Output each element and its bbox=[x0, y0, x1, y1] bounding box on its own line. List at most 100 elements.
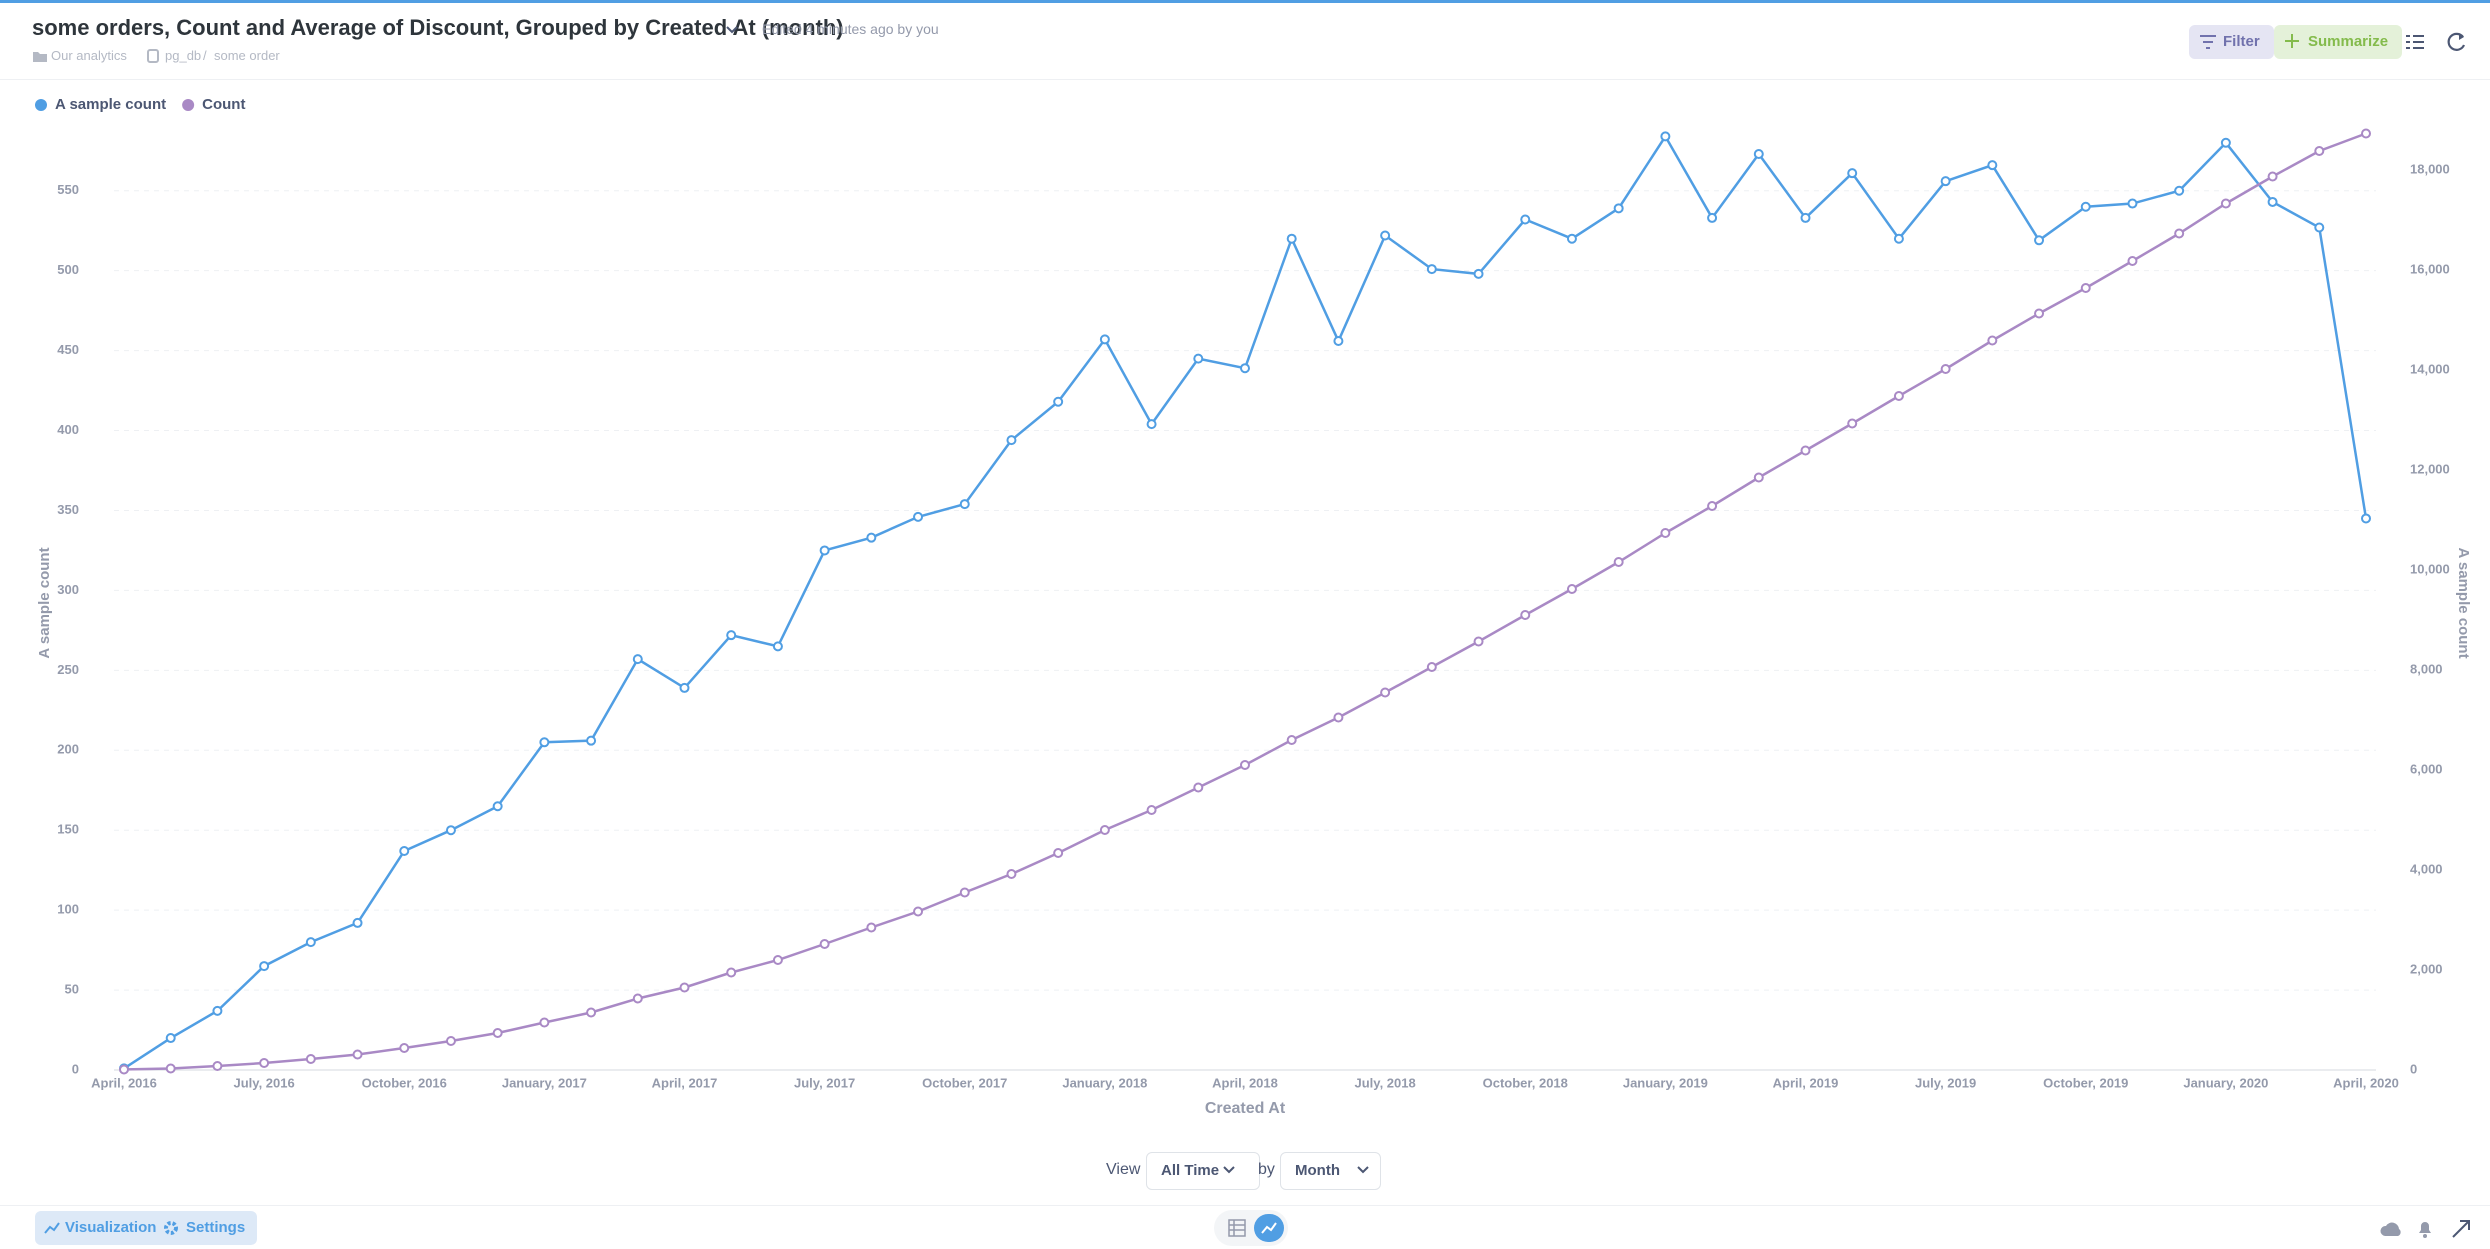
data-point bbox=[1707, 212, 1718, 223]
data-point bbox=[1940, 176, 1951, 187]
data-point bbox=[2080, 283, 2091, 293]
data-point bbox=[1800, 212, 1811, 223]
data-point bbox=[1753, 472, 1764, 483]
db-icon bbox=[147, 49, 159, 63]
breadcrumb[interactable]: some order bbox=[214, 48, 280, 63]
y-tick-label: 450 bbox=[57, 342, 79, 357]
data-point bbox=[2267, 196, 2278, 207]
data-point bbox=[1146, 805, 1157, 815]
range-select[interactable]: All Time bbox=[1146, 1152, 1261, 1190]
data-point bbox=[1099, 334, 1110, 345]
legend-dot bbox=[35, 99, 47, 111]
breadcrumb[interactable]: Our analytics bbox=[51, 48, 127, 63]
data-point bbox=[1987, 160, 1998, 171]
y2-tick-label: 10,000 bbox=[2410, 561, 2450, 576]
data-point bbox=[259, 961, 270, 972]
data-point bbox=[1333, 336, 1344, 347]
data-point bbox=[819, 545, 830, 556]
x-tick-label: January, 2020 bbox=[2183, 1075, 2268, 1090]
summarize-button[interactable]: Summarize bbox=[2274, 25, 2403, 59]
data-point bbox=[1286, 233, 1297, 244]
y-tick-label: 250 bbox=[57, 662, 79, 677]
y2-tick-label: 12,000 bbox=[2410, 461, 2450, 476]
y-tick-label: 550 bbox=[57, 182, 79, 197]
data-point bbox=[2314, 222, 2325, 233]
data-point bbox=[165, 1033, 176, 1044]
data-point bbox=[2361, 513, 2371, 524]
visualization-button[interactable]: Visualization bbox=[35, 1211, 169, 1245]
x-tick-label: July, 2019 bbox=[1915, 1075, 1976, 1090]
x-tick-label: January, 2017 bbox=[502, 1075, 587, 1090]
y2-tick-label: 8,000 bbox=[2410, 661, 2443, 676]
data-point bbox=[632, 654, 643, 665]
refresh-icon[interactable] bbox=[2447, 32, 2467, 52]
x-tick-label: January, 2019 bbox=[1623, 1075, 1708, 1090]
title-chevron[interactable] bbox=[725, 23, 739, 37]
data-point bbox=[679, 982, 690, 993]
data-point bbox=[1893, 233, 1904, 244]
data-point bbox=[959, 499, 970, 510]
breadcrumb-separator: / bbox=[203, 48, 207, 63]
x-tick-label: April, 2019 bbox=[1773, 1075, 1839, 1090]
expand-icon[interactable] bbox=[2452, 1220, 2470, 1238]
unit-select[interactable]: Month bbox=[1280, 1152, 1381, 1190]
data-point bbox=[1987, 335, 1998, 346]
data-point bbox=[1520, 214, 1531, 225]
data-point bbox=[2127, 198, 2138, 209]
title[interactable]: some orders, Count and Average of Discou… bbox=[32, 15, 844, 40]
data-point bbox=[1847, 168, 1858, 179]
settings-button[interactable]: Settings bbox=[156, 1211, 258, 1245]
y-axis-label: A sample count bbox=[36, 547, 53, 658]
data-point bbox=[1893, 391, 1904, 401]
alert-icon[interactable] bbox=[2417, 1220, 2433, 1238]
data-point bbox=[165, 1063, 176, 1074]
data-point bbox=[1426, 662, 1437, 672]
data-point bbox=[212, 1005, 223, 1016]
data-point bbox=[2034, 235, 2045, 246]
y2-axis-label: A sample count bbox=[2455, 547, 2472, 658]
data-point bbox=[1940, 364, 1951, 374]
x-tick-label: January, 2018 bbox=[1062, 1075, 1147, 1090]
plus-icon bbox=[2285, 34, 2299, 48]
data-point bbox=[1800, 445, 1811, 456]
data-point bbox=[1193, 782, 1204, 793]
legend-entry[interactable]: A sample count bbox=[55, 96, 166, 113]
data-point bbox=[399, 845, 410, 856]
data-point bbox=[1333, 712, 1344, 723]
x-tick-label: April, 2020 bbox=[2333, 1075, 2399, 1090]
data-point bbox=[1053, 396, 1064, 407]
download-icon[interactable] bbox=[2380, 1221, 2402, 1237]
data-point bbox=[539, 737, 550, 748]
table-toggle[interactable] bbox=[1228, 1219, 1246, 1237]
filter-icon bbox=[2200, 35, 2216, 49]
data-point bbox=[492, 1028, 503, 1038]
data-point bbox=[1660, 528, 1671, 538]
legend-entry[interactable]: Count bbox=[202, 96, 245, 113]
data-point bbox=[1473, 636, 1484, 647]
data-point bbox=[2174, 185, 2185, 196]
data-point bbox=[2174, 228, 2185, 239]
data-point bbox=[1566, 584, 1577, 594]
data-point bbox=[399, 1043, 410, 1053]
data-point bbox=[445, 1036, 456, 1046]
data-point bbox=[1286, 735, 1297, 745]
data-point bbox=[1380, 230, 1391, 241]
legend-dot bbox=[182, 99, 195, 111]
list-icon[interactable] bbox=[2406, 33, 2424, 51]
chart-toggle[interactable] bbox=[1254, 1214, 1284, 1242]
breadcrumb[interactable]: pg_db bbox=[165, 48, 202, 63]
series-line bbox=[123, 132, 2367, 1071]
edited-note[interactable]: Edited 4 minutes ago by you bbox=[762, 21, 939, 37]
data-point bbox=[819, 939, 830, 949]
y-tick-label: 100 bbox=[57, 902, 79, 917]
footer-divider bbox=[0, 1205, 2490, 1206]
x-tick-label: October, 2016 bbox=[362, 1075, 447, 1090]
data-point bbox=[679, 682, 690, 693]
data-point bbox=[2220, 137, 2231, 148]
header-divider bbox=[0, 79, 2490, 80]
gear-icon bbox=[164, 1221, 178, 1235]
chevron bbox=[1357, 1166, 1369, 1174]
y-tick-label: 0 bbox=[72, 1061, 79, 1076]
chart: Created At A sample count A sample count… bbox=[35, 96, 2472, 1117]
